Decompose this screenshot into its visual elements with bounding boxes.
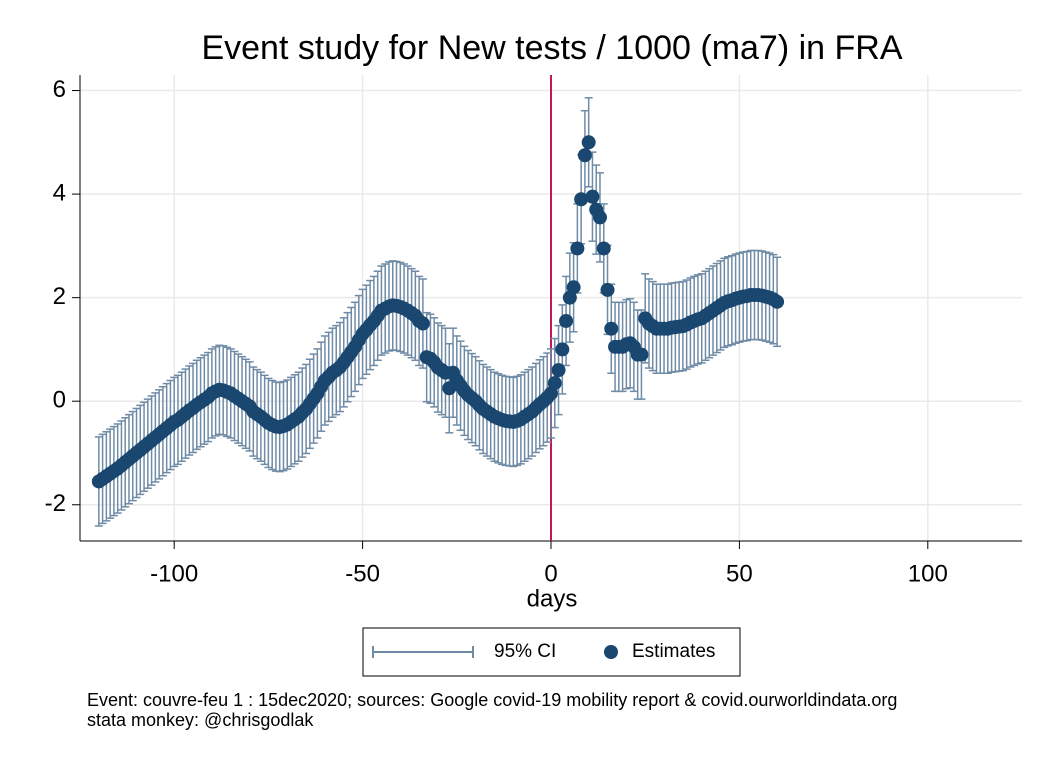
estimate-dot <box>547 376 562 391</box>
estimate-dot <box>581 135 596 150</box>
estimate-dot <box>600 282 615 297</box>
estimate-dot <box>555 342 570 357</box>
y-tick-label: -2 <box>45 490 66 517</box>
y-tick-label: 2 <box>53 283 66 310</box>
y-tick-label: 6 <box>53 76 66 103</box>
x-tick-label: -100 <box>150 560 198 587</box>
x-tick-label: 0 <box>544 560 557 587</box>
estimate-dot <box>551 363 566 378</box>
note: stata monkey: @chrisgodlak <box>87 710 314 730</box>
estimate-dot <box>577 148 592 163</box>
estimate-dot <box>604 321 619 336</box>
estimate-dot <box>566 280 581 295</box>
x-tick-label: 100 <box>908 560 948 587</box>
y-tick-label: 0 <box>53 387 66 414</box>
legend-label: Estimates <box>632 641 715 662</box>
estimate-dot <box>559 313 574 328</box>
y-tick-label: 4 <box>53 179 66 206</box>
estimate-dot <box>574 192 589 207</box>
estimate-dot <box>585 189 600 204</box>
estimate-dot <box>415 316 430 331</box>
estimate-dot <box>592 210 607 225</box>
x-tick-label: -50 <box>345 560 380 587</box>
x-tick-label: 50 <box>726 560 753 587</box>
legend-label: 95% CI <box>494 641 556 662</box>
note: Event: couvre-feu 1 : 15dec2020; sources… <box>87 690 897 710</box>
legend-estimate-symbol <box>604 645 618 659</box>
estimate-dot <box>634 347 649 362</box>
x-axis-label: days <box>527 585 578 612</box>
estimate-dot <box>596 241 611 256</box>
chart-title: Event study for New tests / 1000 (ma7) i… <box>201 29 902 67</box>
estimate-dot <box>770 294 785 309</box>
estimate-dot <box>570 241 585 256</box>
